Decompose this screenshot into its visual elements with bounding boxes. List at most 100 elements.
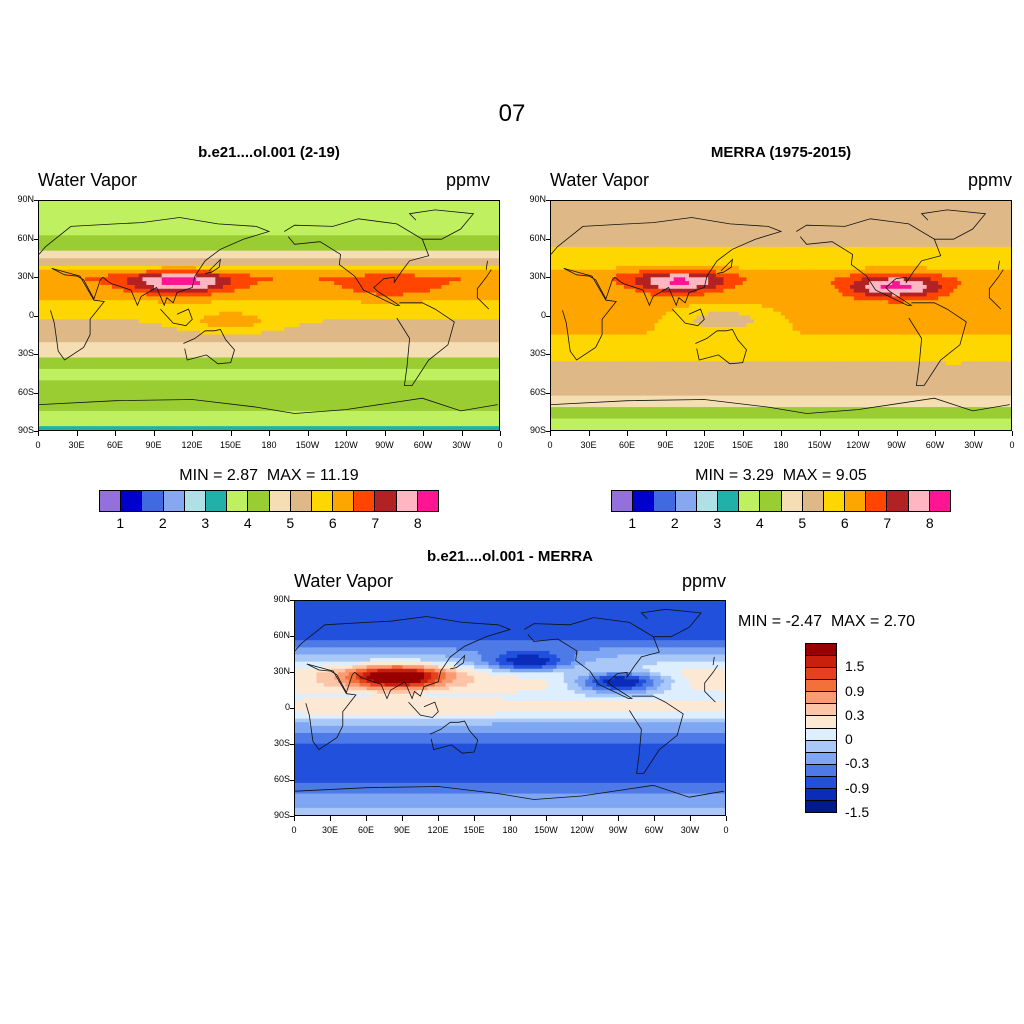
lat-tick-label: 60S	[254, 774, 290, 784]
lon-tick-mark	[500, 431, 501, 436]
colorbar-swatch	[163, 491, 185, 511]
lon-tick-label: 150E	[454, 825, 494, 835]
colorbar-swatch	[806, 668, 836, 681]
lon-tick-label: 150W	[288, 440, 328, 450]
lat-tick-mark	[290, 780, 294, 781]
lat-tick-mark	[34, 431, 38, 432]
lon-tick-label: 30W	[954, 440, 994, 450]
lon-tick-mark	[704, 431, 705, 436]
units-label: ppmv	[812, 170, 1012, 191]
lon-tick-mark	[192, 431, 193, 436]
colorbar-swatch	[806, 716, 836, 729]
max-value: 2.70	[884, 613, 915, 630]
colorbar-swatch	[929, 491, 950, 511]
lon-tick-label: 90W	[877, 440, 917, 450]
colorbar-swatch	[612, 491, 634, 511]
lat-tick-mark	[546, 392, 550, 394]
lon-tick-mark	[618, 816, 619, 821]
min-value: -2.47	[786, 613, 822, 630]
lat-tick-mark	[290, 636, 294, 637]
max-value: 9.05	[836, 467, 867, 484]
lon-tick-mark	[307, 431, 309, 436]
lon-tick-label: 180	[761, 440, 801, 450]
lat-tick-label: 60N	[0, 233, 34, 243]
colorbar-swatch	[375, 491, 397, 511]
lat-tick-mark	[34, 277, 38, 278]
colorbar-swatch	[806, 704, 836, 717]
colorbar-swatch	[100, 491, 122, 511]
colorbar-swatch	[184, 491, 206, 511]
lat-tick-mark	[546, 200, 550, 201]
lon-tick-mark	[38, 431, 39, 436]
lon-tick-mark	[665, 431, 667, 436]
colorbar-label: 1	[617, 515, 647, 531]
lon-tick-mark	[330, 816, 331, 821]
lat-tick-label: 90S	[254, 810, 290, 820]
lat-tick-mark	[546, 238, 550, 240]
lat-tick-mark	[290, 708, 294, 709]
lon-tick-label: 0	[274, 825, 314, 835]
colorbar-swatch	[269, 491, 291, 511]
lat-tick-label: 0	[254, 702, 290, 712]
coastline-overlay	[295, 608, 724, 800]
lon-tick-label: 120W	[562, 825, 602, 835]
lat-tick-mark	[290, 672, 294, 673]
lon-tick-mark	[1012, 431, 1013, 436]
lon-tick-label: 60E	[95, 440, 135, 450]
lon-tick-mark	[781, 431, 782, 436]
colorbar-label: 2	[660, 515, 690, 531]
colorbar-label: 6	[318, 515, 348, 531]
colorbar-swatch	[802, 491, 824, 511]
colorbar	[611, 490, 951, 512]
lon-tick-label: 30E	[569, 440, 609, 450]
units-label: ppmv	[526, 571, 726, 592]
colorbar-swatch	[696, 491, 718, 511]
lon-tick-mark	[474, 816, 475, 821]
lon-tick-label: 30E	[57, 440, 97, 450]
colorbar-swatch	[227, 491, 249, 511]
lon-tick-label: 90W	[598, 825, 638, 835]
colorbar-label: -1.5	[845, 804, 869, 820]
colorbar-swatch	[142, 491, 164, 511]
lon-tick-label: 150E	[723, 440, 763, 450]
lon-tick-label: 0	[480, 440, 520, 450]
lon-tick-label: 30W	[442, 440, 482, 450]
min-label: MIN =	[179, 467, 222, 484]
lon-tick-mark	[269, 431, 270, 436]
colorbar-swatch	[806, 692, 836, 705]
lat-tick-label: 90S	[0, 425, 34, 435]
lat-tick-mark	[546, 354, 550, 355]
lat-tick-mark	[34, 354, 38, 355]
colorbar-swatch	[823, 491, 846, 511]
lon-tick-label: 30E	[310, 825, 350, 835]
colorbar-swatch	[290, 491, 312, 511]
colorbar-swatch	[760, 491, 782, 511]
lon-tick-label: 0	[992, 440, 1024, 450]
lon-tick-mark	[935, 431, 936, 436]
lon-tick-mark	[858, 431, 859, 436]
colorbar-label: -0.3	[845, 755, 869, 771]
lon-tick-label: 60W	[403, 440, 443, 450]
lon-tick-label: 30W	[670, 825, 710, 835]
lat-tick-label: 90N	[510, 194, 546, 204]
lon-tick-label: 120W	[838, 440, 878, 450]
lat-tick-label: 30N	[0, 271, 34, 281]
lat-tick-label: 90S	[510, 425, 546, 435]
lon-tick-mark	[819, 431, 821, 436]
lon-tick-mark	[582, 816, 583, 821]
lon-tick-mark	[366, 816, 367, 821]
lat-tick-label: 30S	[0, 348, 34, 358]
coastline-overlay	[551, 209, 1010, 414]
lon-tick-label: 0	[706, 825, 746, 835]
lat-tick-mark	[290, 600, 294, 601]
colorbar-swatch	[806, 656, 836, 669]
lat-tick-mark	[290, 816, 294, 817]
lat-tick-label: 60S	[0, 387, 34, 397]
coastline-overlay	[39, 209, 498, 414]
colorbar-swatch	[806, 764, 836, 777]
lon-tick-label: 90E	[134, 440, 174, 450]
max-value: 11.19	[320, 467, 359, 484]
colorbar-swatch	[311, 491, 334, 511]
panel-title: b.e21....ol.001 - MERRA	[294, 548, 726, 565]
colorbar-swatch	[717, 491, 740, 511]
